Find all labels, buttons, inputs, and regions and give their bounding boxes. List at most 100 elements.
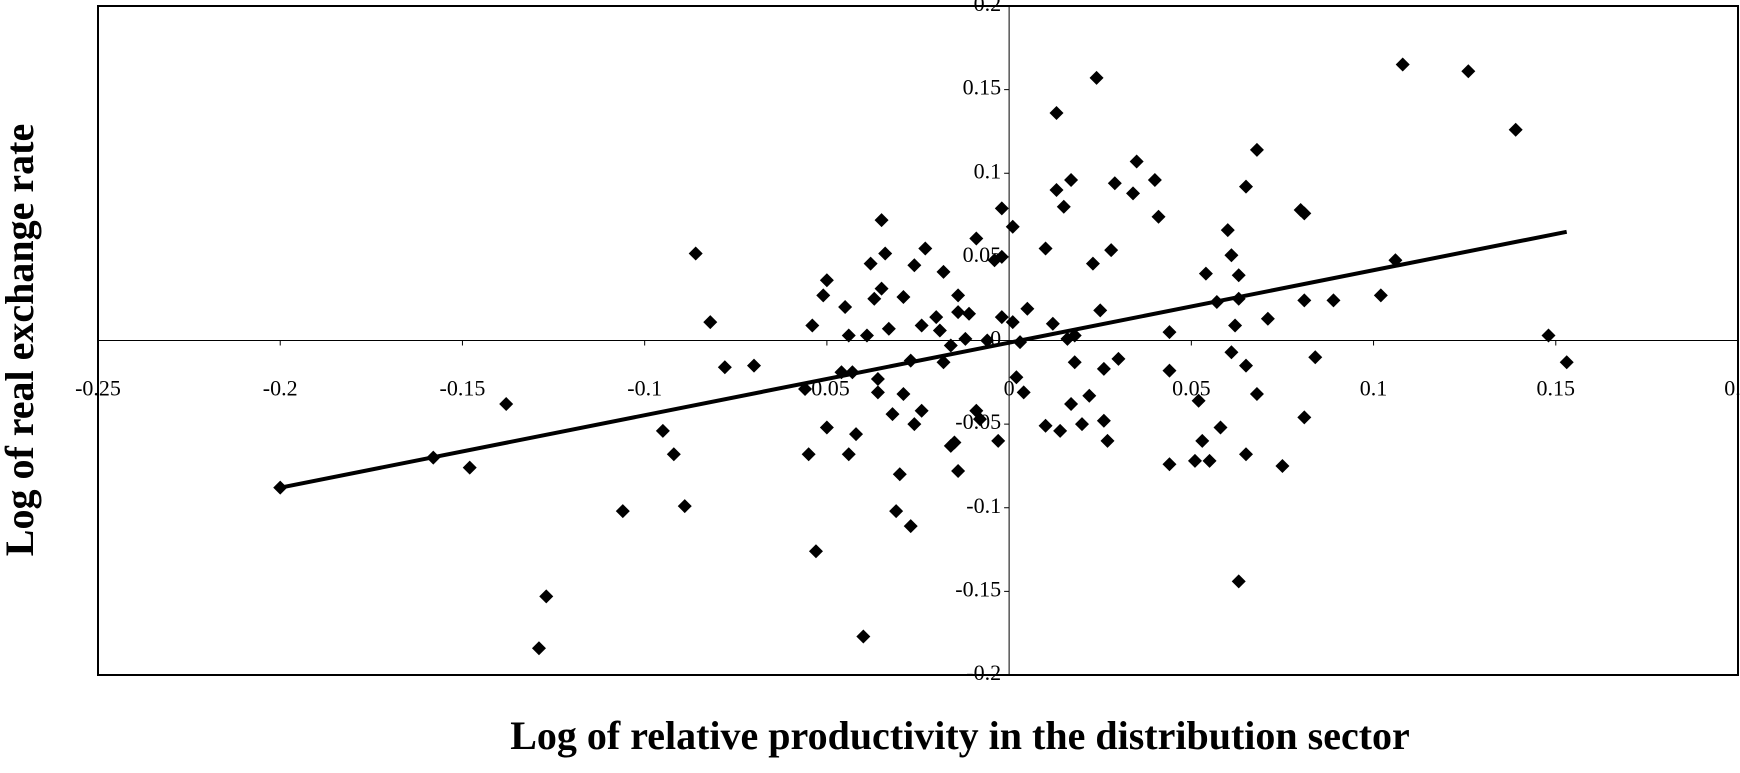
- x-tick-label: 0.2: [1724, 376, 1740, 401]
- data-point: [994, 310, 1009, 325]
- data-point: [1508, 122, 1523, 137]
- data-point: [929, 310, 944, 325]
- y-tick-label: -0.15: [955, 576, 1001, 601]
- data-point: [1111, 351, 1126, 366]
- x-tick-label: -0.25: [75, 376, 121, 401]
- data-point: [1082, 388, 1097, 403]
- data-point: [881, 321, 896, 336]
- data-point: [951, 463, 966, 478]
- data-point: [1231, 574, 1246, 589]
- data-point: [1013, 335, 1028, 350]
- data-point: [896, 387, 911, 402]
- data-point: [958, 331, 973, 346]
- data-point: [805, 318, 820, 333]
- data-point: [1308, 350, 1323, 365]
- data-point: [870, 385, 885, 400]
- data-point: [1045, 316, 1060, 331]
- y-tick-label: 0: [990, 326, 1001, 351]
- data-point: [841, 328, 856, 343]
- data-point: [1239, 179, 1253, 194]
- data-point: [1067, 355, 1082, 370]
- data-point: [1220, 223, 1235, 238]
- data-point: [273, 480, 288, 495]
- data-point: [1239, 358, 1253, 373]
- data-point: [874, 213, 889, 228]
- data-point: [994, 201, 1009, 216]
- data-point: [1213, 420, 1228, 435]
- data-point: [994, 249, 1009, 264]
- data-point: [1228, 318, 1243, 333]
- data-point: [1107, 176, 1122, 191]
- data-point: [889, 504, 904, 519]
- data-point: [838, 300, 853, 315]
- y-tick-label: 0.2: [974, 0, 1002, 16]
- data-point: [1038, 418, 1053, 433]
- data-point: [1093, 303, 1108, 318]
- data-point: [1541, 328, 1556, 343]
- trend-line: [279, 229, 1568, 490]
- data-point: [1129, 154, 1144, 169]
- data-point: [859, 328, 874, 343]
- data-point: [972, 412, 987, 427]
- data-point: [539, 589, 554, 604]
- data-point: [1020, 301, 1035, 316]
- data-point: [903, 519, 918, 534]
- data-point: [1373, 288, 1388, 303]
- data-point: [1049, 106, 1064, 121]
- x-tick-label: -0.1: [627, 376, 662, 401]
- data-point: [1231, 291, 1246, 306]
- data-point: [819, 273, 834, 288]
- data-point: [688, 246, 703, 261]
- x-tick-label: -0.2: [263, 376, 298, 401]
- data-point: [951, 305, 966, 320]
- data-point: [856, 629, 871, 644]
- data-point: [1049, 182, 1064, 197]
- x-tick-label: 0.1: [1360, 376, 1388, 401]
- data-point: [896, 290, 911, 305]
- data-point: [936, 264, 951, 279]
- data-point: [892, 467, 907, 482]
- data-point: [426, 450, 441, 465]
- data-point: [943, 338, 958, 353]
- data-point: [962, 306, 977, 321]
- data-point: [1038, 241, 1053, 256]
- data-point: [1005, 219, 1020, 234]
- x-tick-label: -0.15: [440, 376, 486, 401]
- x-tick-label: 0: [1004, 376, 1015, 401]
- y-axis-title: Log of real exchange rate: [0, 124, 42, 556]
- data-point: [677, 499, 692, 514]
- data-point: [863, 256, 878, 271]
- data-point: [1075, 417, 1089, 432]
- x-tick-label: 0.15: [1537, 376, 1576, 401]
- data-point: [1016, 385, 1031, 400]
- data-point: [1104, 243, 1119, 258]
- data-point: [1147, 172, 1162, 187]
- y-tick-label: 0.15: [963, 75, 1002, 100]
- data-point: [1187, 453, 1202, 468]
- data-point: [1224, 345, 1239, 360]
- data-point: [870, 371, 885, 386]
- data-point: [1085, 256, 1100, 271]
- data-point: [1249, 142, 1264, 157]
- data-point: [932, 323, 947, 338]
- data-point: [747, 358, 761, 373]
- data-point: [1162, 325, 1177, 340]
- data-point: [808, 544, 823, 559]
- data-point: [936, 355, 951, 370]
- data-point: [874, 281, 889, 296]
- data-point: [885, 407, 900, 422]
- data-point: [1096, 361, 1111, 376]
- data-point: [703, 315, 718, 330]
- data-point: [1009, 370, 1024, 385]
- data-point: [801, 447, 816, 462]
- data-point: [816, 288, 831, 303]
- data-point: [903, 353, 918, 368]
- data-point: [462, 460, 477, 475]
- data-point: [499, 397, 514, 412]
- data-point: [666, 447, 681, 462]
- data-point: [1198, 266, 1213, 281]
- data-point: [1297, 410, 1312, 425]
- data-point: [947, 435, 962, 450]
- data-point: [1067, 328, 1082, 343]
- data-point: [1064, 172, 1079, 187]
